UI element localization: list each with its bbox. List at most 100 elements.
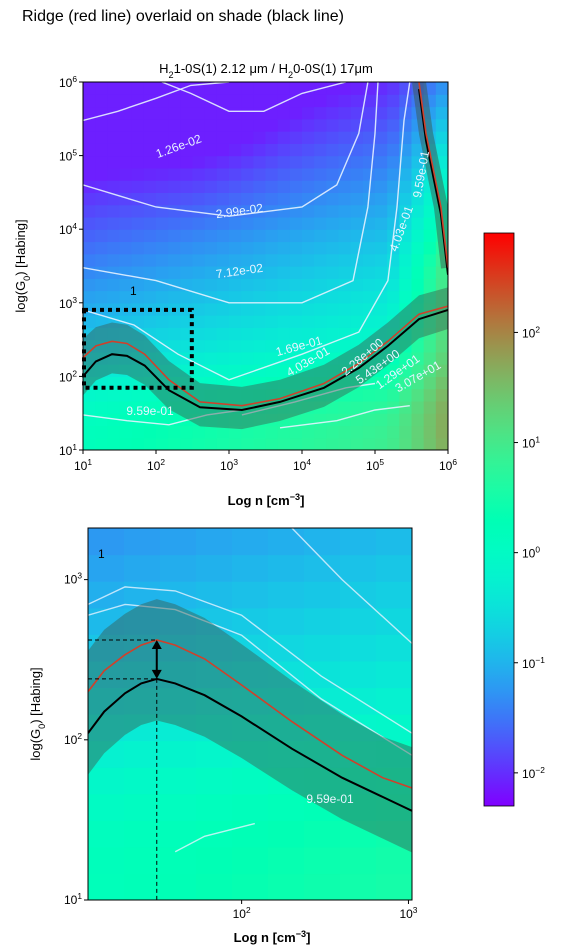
heatmap-cell <box>265 143 279 157</box>
heatmap-cell <box>314 216 327 230</box>
heatmap-cell <box>204 413 218 427</box>
heatmap-cell <box>119 315 133 328</box>
heatmap-cell <box>399 229 413 243</box>
heatmap-cell <box>387 278 400 292</box>
heatmap-cell <box>168 106 181 120</box>
heatmap-cell <box>131 180 145 193</box>
x-tick-label: 103 <box>220 457 238 473</box>
heatmap-cell <box>399 131 413 144</box>
heatmap-cell <box>192 118 206 132</box>
heatmap-cell <box>338 229 352 243</box>
heatmap-cell <box>119 425 133 439</box>
heatmap-cell <box>375 364 388 377</box>
shade-line <box>83 308 448 412</box>
heatmap-cell <box>268 554 305 582</box>
heatmap-cell <box>435 388 448 402</box>
x-tick-label: 102 <box>233 905 251 921</box>
heatmap-cell <box>253 155 267 169</box>
heatmap-cell <box>362 327 376 341</box>
heatmap-cell <box>375 155 388 169</box>
heatmap-cell <box>376 820 412 848</box>
heatmap-cell <box>204 253 218 267</box>
heatmap-cell <box>241 216 254 230</box>
heatmap-cell <box>302 425 315 439</box>
heatmap-cell <box>302 167 315 181</box>
heatmap-cell <box>399 302 413 316</box>
heatmap-cell <box>375 204 388 218</box>
heatmap-cell <box>314 351 327 365</box>
heatmap-cell <box>119 388 133 402</box>
heatmap-cell <box>376 528 412 556</box>
heatmap-cell <box>399 241 413 255</box>
heatmap-cell <box>180 216 194 230</box>
heatmap-cell <box>192 327 206 341</box>
heatmap-cell <box>143 229 157 243</box>
heatmap-cell <box>423 315 437 328</box>
heatmap-cell <box>88 873 125 900</box>
heatmap-cell <box>124 740 161 768</box>
heatmap-cell <box>340 793 377 821</box>
heatmap-cell <box>423 376 437 390</box>
heatmap-cell <box>423 266 437 279</box>
heatmap-cell <box>168 339 181 353</box>
heatmap-cell <box>277 118 291 132</box>
heatmap-cell <box>435 278 448 292</box>
heatmap-cell <box>88 554 125 582</box>
heatmap-cell <box>338 131 352 144</box>
heatmap-cell <box>143 388 157 402</box>
heatmap-cell <box>314 167 327 181</box>
heatmap-cell <box>326 302 340 316</box>
heatmap-cell <box>156 241 169 255</box>
heatmap-cell <box>253 106 267 120</box>
heatmap-cell <box>204 82 218 95</box>
heatmap-cell <box>216 327 230 341</box>
heatmap-cell <box>350 204 364 218</box>
heatmap-cell <box>423 339 437 353</box>
heatmap-cell <box>423 413 437 427</box>
heatmap-cell <box>338 266 352 279</box>
heatmap-cell <box>399 339 413 353</box>
heatmap-cell <box>119 400 133 414</box>
heatmap-cell <box>232 554 269 582</box>
heatmap-cell <box>88 793 125 821</box>
heatmap-cell <box>196 740 233 768</box>
heatmap-cell <box>143 155 157 169</box>
heatmap-cell <box>375 302 388 316</box>
heatmap-cell <box>435 143 448 157</box>
heatmap-cell <box>124 714 161 742</box>
heatmap-cell <box>216 229 230 243</box>
heatmap-cell <box>399 278 413 292</box>
heatmap-cell <box>131 290 145 304</box>
heatmap-cell <box>83 278 96 292</box>
heatmap-cell <box>83 131 96 144</box>
contour-line <box>241 382 376 416</box>
heatmap-cell <box>180 253 194 267</box>
heatmap-cell <box>289 364 303 377</box>
heatmap-cell <box>302 106 315 120</box>
heatmap-cell <box>119 131 133 144</box>
heatmap-cell <box>399 351 413 365</box>
heatmap-cell <box>131 155 145 169</box>
heatmap-cell <box>326 192 340 206</box>
heatmap-cell <box>277 376 291 390</box>
heatmap-cell <box>241 315 254 328</box>
heatmap-cell <box>362 376 376 390</box>
heatmap-cell <box>241 339 254 353</box>
heatmap-cell <box>399 266 413 279</box>
heatmap-cell <box>268 873 305 900</box>
heatmap-cell <box>376 554 412 582</box>
heatmap-cell <box>180 425 194 439</box>
heatmap-cell <box>143 241 157 255</box>
heatmap-cell <box>119 204 133 218</box>
heatmap-cell <box>95 192 108 206</box>
heatmap-cell <box>340 820 377 848</box>
heatmap-cell <box>423 290 437 304</box>
heatmap-cell <box>399 290 413 304</box>
heatmap-cell <box>253 216 267 230</box>
heatmap-cell <box>107 253 121 267</box>
heatmap-cell <box>435 131 448 144</box>
heatmap-cell <box>362 204 376 218</box>
heatmap-cell <box>326 413 340 427</box>
heatmap-cell <box>83 229 96 243</box>
heatmap-cell <box>143 118 157 132</box>
